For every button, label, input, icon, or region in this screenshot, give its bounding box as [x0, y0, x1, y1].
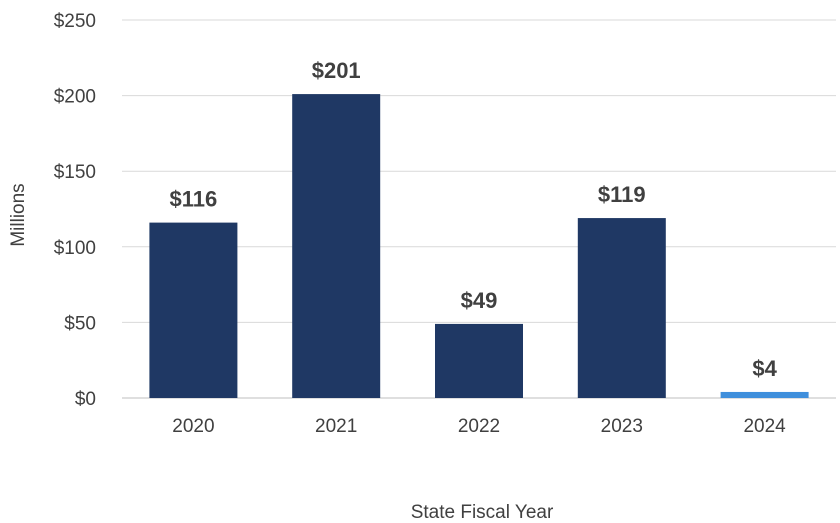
x-tick-label-2020: 2020	[172, 416, 214, 437]
bar-2023	[577, 218, 666, 398]
y-tick-label: $200	[54, 87, 96, 108]
y-tick-label: $100	[54, 238, 96, 259]
bars	[149, 94, 809, 398]
y-tick-label: $0	[75, 389, 96, 410]
y-tick-label: $50	[64, 313, 96, 334]
y-axis-title: Millions	[8, 183, 29, 246]
x-axis-title: State Fiscal Year	[411, 502, 554, 523]
y-axis-ticks: $0 $50 $100 $150 $200 $250	[54, 11, 96, 410]
y-tick-label: $250	[54, 11, 96, 32]
data-label-2021: $201	[312, 58, 361, 83]
data-label-2023: $119	[598, 182, 646, 207]
x-axis-ticks: 2020 2021 2022 2023 2024	[172, 416, 786, 437]
x-tick-label-2021: 2021	[315, 416, 357, 437]
data-label-2022: $49	[461, 288, 498, 313]
data-label-2024: $4	[752, 356, 777, 381]
y-tick-label: $150	[54, 162, 96, 183]
bar-2022	[435, 323, 523, 398]
x-tick-label-2024: 2024	[743, 416, 786, 437]
data-labels: $116 $201 $49 $119 $4	[170, 58, 778, 381]
bar-2024	[720, 391, 809, 398]
x-tick-label-2023: 2023	[601, 416, 643, 437]
bar-2021	[292, 94, 381, 398]
gridlines	[122, 19, 836, 399]
bar-2020	[149, 222, 238, 398]
data-label-2020: $116	[170, 187, 218, 212]
x-tick-label-2022: 2022	[458, 416, 500, 437]
